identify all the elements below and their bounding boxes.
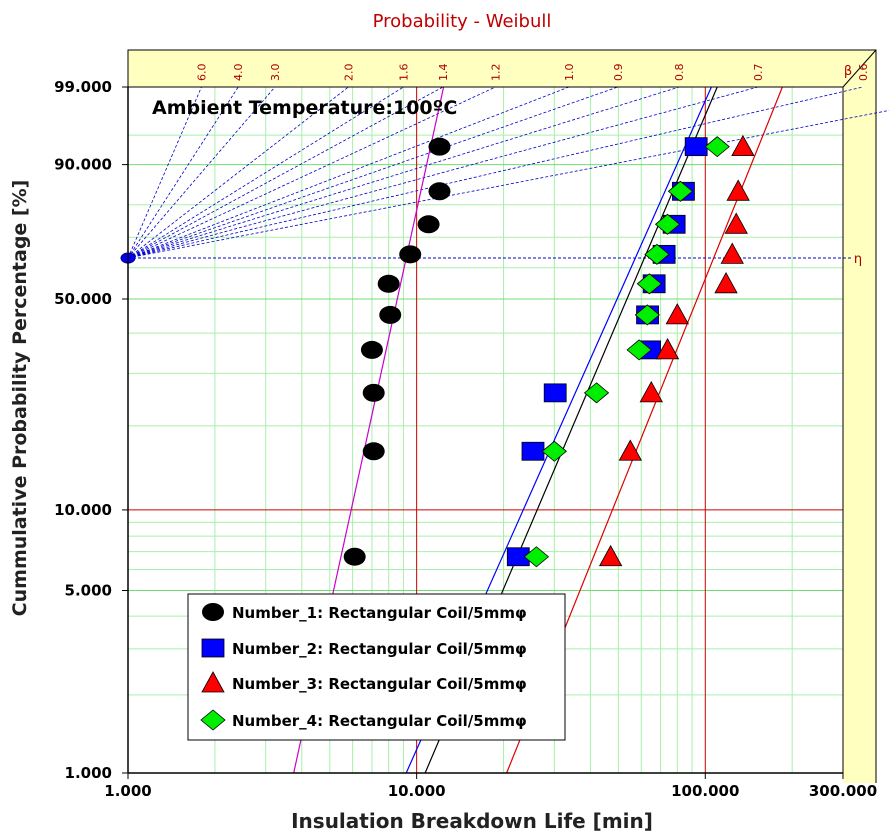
data-point-series-3	[665, 303, 689, 325]
data-point-series-3	[731, 134, 755, 157]
beta-strip	[128, 50, 876, 87]
data-point-series-1	[379, 305, 402, 324]
x-tick-label: 10.000	[388, 782, 446, 800]
legend: Number_1: Rectangular Coil/5mmφ Number_2:…	[187, 593, 566, 741]
x-tick-label: 1.000	[104, 782, 151, 800]
beta-tick-label: 0.9	[612, 64, 625, 82]
data-point-series-4	[541, 440, 567, 462]
legend-marker-4	[200, 709, 226, 731]
data-point-series-1	[399, 245, 422, 264]
x-tick-label: 300.000	[809, 782, 877, 800]
beta-line	[127, 86, 680, 259]
eta-strip	[843, 50, 876, 783]
data-point-series-2	[543, 383, 567, 403]
x-axis-label: Insulation Breakdown Life [min]	[291, 809, 653, 833]
beta-tick-label: 0.8	[673, 64, 686, 82]
plot-annotation: Ambient Temperature:100ºC	[152, 97, 457, 119]
beta-tick-label: 0.7	[752, 64, 765, 82]
beta-line	[127, 86, 276, 259]
beta-line	[127, 86, 863, 259]
data-point-series-1	[360, 340, 383, 359]
y-axis-label: Cummulative Probability Percentage [%]	[9, 180, 31, 617]
data-point-series-1	[343, 547, 366, 566]
data-point-series-1	[377, 274, 400, 293]
data-point-series-1	[428, 182, 451, 201]
data-point-series-3	[720, 242, 744, 264]
data-point-series-3	[655, 338, 680, 360]
legend-marker-1	[202, 603, 224, 621]
data-point-series-4	[523, 546, 550, 568]
data-point-series-3	[714, 271, 738, 294]
data-point-series-4	[636, 273, 662, 295]
beta-tick-label: 3.0	[269, 64, 282, 82]
frame-outline	[127, 49, 877, 783]
data-markers	[343, 134, 755, 568]
beta-tick-label: 6.0	[195, 64, 208, 82]
beta-tick-label: 2.0	[342, 64, 355, 82]
data-point-series-1	[362, 442, 385, 461]
legend-label-4: Number_4: Rectangular Coil/5mmφ	[232, 712, 527, 730]
data-point-series-2	[684, 137, 708, 157]
data-point-series-4	[667, 180, 694, 202]
y-tick-label: 50.000	[54, 290, 112, 308]
beta-tick-label: 1.2	[489, 64, 502, 82]
y-tick-label: 90.000	[54, 156, 112, 174]
beta-tick-label: 1.0	[563, 64, 576, 82]
y-tick-label: 1.000	[65, 764, 112, 782]
beta-tick-label: 1.6	[398, 64, 411, 82]
y-tick-label: 99.000	[54, 78, 112, 96]
beta-line	[127, 86, 239, 259]
beta-line	[127, 86, 202, 259]
chart-title: Probability - Weibull	[373, 11, 552, 32]
data-point-series-3	[726, 179, 750, 201]
data-point-series-4	[644, 243, 670, 265]
beta-line	[127, 86, 570, 259]
x-tick-label: 100.000	[671, 782, 739, 800]
beta-tick-label: 0.6	[857, 64, 870, 82]
data-point-series-1	[362, 383, 385, 402]
legend-label-1: Number_1: Rectangular Coil/5mmφ	[232, 604, 527, 622]
beta-line	[127, 86, 619, 259]
data-point-series-4	[634, 304, 660, 326]
beta-line	[127, 86, 496, 259]
legend-box	[187, 593, 566, 741]
frame-bevel	[842, 49, 877, 88]
data-point-series-4	[704, 136, 730, 158]
axes: 1.000 10.000 100.000 300.000 1.000 5.000 10.00…	[54, 78, 877, 800]
data-point-series-4	[583, 382, 610, 404]
y-tick-label: 10.000	[54, 501, 112, 519]
beta-symbol: β	[844, 64, 852, 79]
beta-tick-label: 4.0	[232, 63, 245, 81]
beta-line	[127, 86, 404, 259]
data-point-series-4	[626, 339, 652, 361]
beta-line	[127, 86, 349, 259]
beta-tick-label: 1.4	[437, 64, 450, 82]
data-point-series-2	[521, 441, 545, 461]
y-tick-label: 5.000	[65, 582, 112, 600]
data-point-series-3	[618, 439, 643, 461]
data-point-series-4	[654, 213, 681, 235]
eta-symbol: η	[854, 252, 862, 267]
data-point-series-3	[598, 544, 623, 567]
beta-line	[127, 86, 758, 259]
data-point-series-1	[417, 215, 440, 234]
legend-marker-3	[201, 671, 225, 693]
data-point-series-3	[724, 212, 748, 234]
legend-marker-2	[201, 638, 225, 658]
data-point-series-1	[428, 137, 451, 156]
legend-label-2: Number_2: Rectangular Coil/5mmφ	[232, 640, 527, 658]
legend-label-3: Number_3: Rectangular Coil/5mmφ	[232, 675, 527, 693]
data-point-series-3	[639, 381, 663, 403]
